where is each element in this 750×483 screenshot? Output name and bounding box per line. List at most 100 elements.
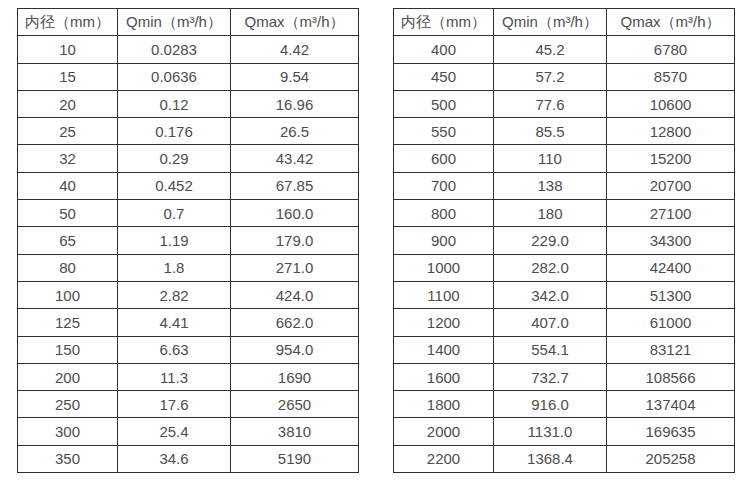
table-cell: 800 — [394, 200, 494, 227]
table-cell: 916.0 — [494, 391, 607, 418]
table-cell: 10600 — [607, 90, 735, 117]
table-cell: 250 — [18, 391, 118, 418]
table-cell: 0.0636 — [118, 63, 231, 90]
table-row: 1506.63954.0 — [18, 336, 359, 363]
table-cell: 300 — [18, 418, 118, 445]
table-cell: 900 — [394, 227, 494, 254]
table-cell: 137404 — [607, 391, 735, 418]
table-cell: 40 — [18, 172, 118, 199]
table-row: 50077.610600 — [394, 90, 735, 117]
table-cell: 125 — [18, 309, 118, 336]
table-cell: 0.7 — [118, 200, 231, 227]
table-cell: 34300 — [607, 227, 735, 254]
table-cell: 2000 — [394, 418, 494, 445]
table-cell: 1131.0 — [494, 418, 607, 445]
table-cell: 26.5 — [231, 118, 359, 145]
table-row: 1002.82424.0 — [18, 281, 359, 308]
table-cell: 138 — [494, 172, 607, 199]
table-cell: 83121 — [607, 336, 735, 363]
table-cell: 4.42 — [231, 36, 359, 63]
table-cell: 10 — [18, 36, 118, 63]
table-cell: 51300 — [607, 281, 735, 308]
table-cell: 160.0 — [231, 200, 359, 227]
table-cell: 0.12 — [118, 90, 231, 117]
table-cell: 67.85 — [231, 172, 359, 199]
column-header: Qmax（m³/h） — [607, 9, 735, 36]
table-row: 45057.28570 — [394, 63, 735, 90]
table-cell: 732.7 — [494, 363, 607, 390]
table-cell: 2200 — [394, 445, 494, 472]
table-cell: 9.54 — [231, 63, 359, 90]
table-cell: 3810 — [231, 418, 359, 445]
table-cell: 50 — [18, 200, 118, 227]
table-cell: 25 — [18, 118, 118, 145]
table-cell: 450 — [394, 63, 494, 90]
table-row: 150.06369.54 — [18, 63, 359, 90]
table-cell: 100 — [18, 281, 118, 308]
table-cell: 1.8 — [118, 254, 231, 281]
table-cell: 5190 — [231, 445, 359, 472]
flow-spec-table-small-diameters: 内径（mm）Qmin（m³/h）Qmax（m³/h） 100.02834.421… — [17, 8, 359, 473]
table-cell: 205258 — [607, 445, 735, 472]
table-header-row: 内径（mm）Qmin（m³/h）Qmax（m³/h） — [18, 9, 359, 36]
table-cell: 8570 — [607, 63, 735, 90]
table-row: 25017.62650 — [18, 391, 359, 418]
table-cell: 57.2 — [494, 63, 607, 90]
table-cell: 25.4 — [118, 418, 231, 445]
table-cell: 6780 — [607, 36, 735, 63]
table-cell: 17.6 — [118, 391, 231, 418]
table-cell: 1.19 — [118, 227, 231, 254]
table-cell: 600 — [394, 145, 494, 172]
table-row: 80018027100 — [394, 200, 735, 227]
table-row: 22001368.4205258 — [394, 445, 735, 472]
table-cell: 350 — [18, 445, 118, 472]
table-row: 250.17626.5 — [18, 118, 359, 145]
table-cell: 45.2 — [494, 36, 607, 63]
table-row: 651.19179.0 — [18, 227, 359, 254]
table-cell: 229.0 — [494, 227, 607, 254]
table-row: 320.2943.42 — [18, 145, 359, 172]
table-cell: 1600 — [394, 363, 494, 390]
column-header: Qmin（m³/h） — [118, 9, 231, 36]
table-cell: 554.1 — [494, 336, 607, 363]
table-cell: 0.176 — [118, 118, 231, 145]
table-cell: 61000 — [607, 309, 735, 336]
table-cell: 1368.4 — [494, 445, 607, 472]
table-cell: 342.0 — [494, 281, 607, 308]
table-row: 40045.26780 — [394, 36, 735, 63]
table-cell: 110 — [494, 145, 607, 172]
table-row: 1800916.0137404 — [394, 391, 735, 418]
table-cell: 180 — [494, 200, 607, 227]
table-row: 20001131.0169635 — [394, 418, 735, 445]
table-cell: 20700 — [607, 172, 735, 199]
table-cell: 424.0 — [231, 281, 359, 308]
table-cell: 16.96 — [231, 90, 359, 117]
column-header: 内径（mm） — [394, 9, 494, 36]
table-cell: 12800 — [607, 118, 735, 145]
table-row: 400.45267.85 — [18, 172, 359, 199]
column-header: 内径（mm） — [18, 9, 118, 36]
table-row: 1000282.042400 — [394, 254, 735, 281]
table-row: 30025.43810 — [18, 418, 359, 445]
table-cell: 20 — [18, 90, 118, 117]
table-row: 60011015200 — [394, 145, 735, 172]
table-cell: 2.82 — [118, 281, 231, 308]
table-row: 1254.41662.0 — [18, 309, 359, 336]
table-cell: 407.0 — [494, 309, 607, 336]
table-cell: 0.452 — [118, 172, 231, 199]
table-cell: 108566 — [607, 363, 735, 390]
page: 内径（mm）Qmin（m³/h）Qmax（m³/h） 100.02834.421… — [0, 0, 750, 483]
table-cell: 550 — [394, 118, 494, 145]
table-row: 900229.034300 — [394, 227, 735, 254]
table-cell: 1100 — [394, 281, 494, 308]
table-cell: 65 — [18, 227, 118, 254]
column-header: Qmin（m³/h） — [494, 9, 607, 36]
table-row: 1200407.061000 — [394, 309, 735, 336]
table-row: 35034.65190 — [18, 445, 359, 472]
table-cell: 200 — [18, 363, 118, 390]
table-cell: 43.42 — [231, 145, 359, 172]
table-cell: 271.0 — [231, 254, 359, 281]
table-cell: 954.0 — [231, 336, 359, 363]
table-cell: 4.41 — [118, 309, 231, 336]
table-cell: 662.0 — [231, 309, 359, 336]
